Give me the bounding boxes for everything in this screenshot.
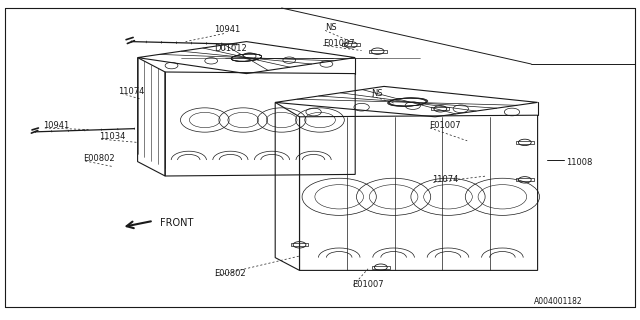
Text: FRONT: FRONT [160, 218, 193, 228]
Text: 11008: 11008 [566, 158, 593, 167]
Text: D01012: D01012 [214, 44, 247, 53]
Text: E01007: E01007 [429, 121, 460, 130]
Text: NS: NS [325, 23, 337, 32]
Text: E01007: E01007 [323, 39, 355, 48]
Text: 11074: 11074 [118, 87, 145, 96]
Text: 11034: 11034 [99, 132, 125, 141]
Text: E00802: E00802 [214, 269, 246, 278]
Text: E00802: E00802 [83, 154, 115, 163]
Text: NS: NS [371, 89, 383, 98]
Text: 10941: 10941 [214, 25, 241, 34]
Text: 11074: 11074 [432, 175, 458, 184]
Text: 10941: 10941 [44, 121, 70, 130]
Text: A004001182: A004001182 [534, 297, 583, 306]
Text: E01007: E01007 [352, 280, 383, 289]
